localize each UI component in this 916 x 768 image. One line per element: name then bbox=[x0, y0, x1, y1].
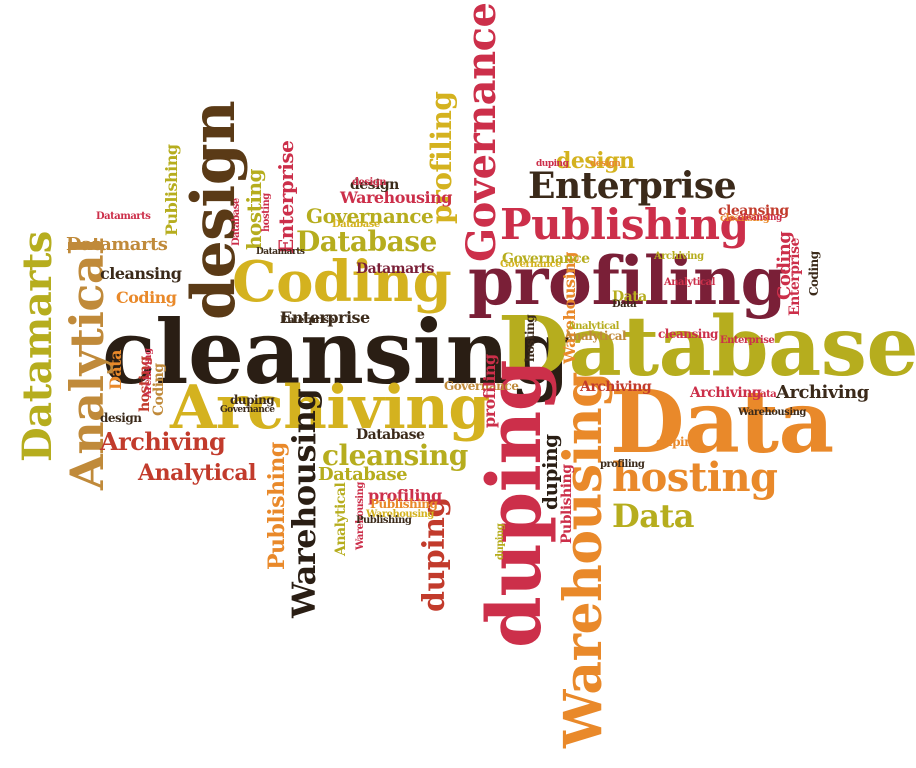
cloud-word: Data bbox=[612, 289, 647, 305]
cloud-word: Enterprise bbox=[274, 140, 298, 254]
cloud-word: Database bbox=[231, 198, 242, 246]
cloud-word: Data bbox=[752, 389, 777, 400]
cloud-word: hosting bbox=[612, 454, 778, 501]
cloud-word: profiling bbox=[468, 242, 787, 320]
cloud-word: duping bbox=[538, 434, 562, 510]
cloud-word: Data bbox=[612, 299, 637, 310]
cloud-word: cleansing bbox=[100, 264, 182, 283]
cloud-word: cleansing bbox=[720, 213, 770, 224]
cloud-word: profiling bbox=[368, 486, 442, 505]
cloud-word: cleansing bbox=[102, 300, 570, 404]
cloud-word: Coding bbox=[116, 288, 177, 307]
cloud-word: Database bbox=[356, 427, 425, 443]
cloud-word: Coding bbox=[807, 251, 821, 296]
cloud-word: design bbox=[100, 411, 142, 425]
cloud-word: cleansing bbox=[738, 213, 782, 223]
cloud-word: Publishing bbox=[559, 464, 575, 544]
cloud-word: Enterprise bbox=[528, 165, 737, 207]
cloud-word: profiling bbox=[480, 354, 499, 428]
cloud-word: Datamarts bbox=[14, 231, 61, 462]
cloud-word: Archiving bbox=[143, 348, 154, 398]
cloud-word: Warehousing bbox=[366, 509, 434, 520]
cloud-word: Publishing bbox=[370, 497, 438, 511]
cloud-word: Warehousing bbox=[560, 252, 579, 364]
cloud-word: Archiving bbox=[580, 379, 652, 395]
cloud-word: Data bbox=[612, 497, 695, 535]
cloud-word: Datamarts bbox=[256, 247, 305, 257]
cloud-word: Data bbox=[610, 372, 834, 473]
cloud-word: Analytical bbox=[568, 321, 619, 332]
cloud-word: Database bbox=[296, 225, 437, 258]
cloud-word: Archiving bbox=[100, 427, 226, 456]
cloud-word: Enterprise bbox=[720, 335, 775, 346]
cloud-word: Publishing bbox=[500, 200, 749, 249]
cloud-word: Publishing bbox=[356, 515, 412, 526]
cloud-word: Datamarts bbox=[66, 234, 168, 255]
cloud-word: design bbox=[350, 177, 399, 193]
cloud-word: Warehousing bbox=[285, 388, 323, 618]
cloud-word: hosting bbox=[523, 314, 537, 362]
cloud-word: Database bbox=[498, 299, 916, 395]
cloud-word: duping bbox=[495, 523, 506, 560]
cloud-word: Governance bbox=[306, 204, 434, 228]
cloud-word: Governance bbox=[458, 2, 505, 263]
cloud-word: design bbox=[352, 177, 387, 188]
cloud-word: design bbox=[556, 148, 635, 174]
cloud-word: Archiving bbox=[654, 251, 704, 262]
cloud-word: duping bbox=[656, 435, 701, 449]
cloud-word: profiling bbox=[600, 459, 645, 470]
cloud-word: Archiving bbox=[776, 382, 869, 403]
cloud-word: Analytical bbox=[138, 460, 257, 486]
cloud-word: Governance bbox=[444, 379, 519, 393]
cloud-word: Warehousing bbox=[553, 371, 614, 748]
cloud-word: Governance bbox=[220, 405, 275, 415]
cloud-word: design bbox=[590, 159, 621, 169]
cloud-word: Governance bbox=[500, 259, 562, 270]
cloud-word: cleansing bbox=[658, 327, 718, 341]
cloud-word: Data bbox=[106, 350, 125, 390]
cloud-word: Database bbox=[318, 464, 408, 485]
cloud-word: Archiving bbox=[690, 385, 762, 401]
cloud-word: Analytical bbox=[564, 329, 627, 343]
cloud-word: Analytical bbox=[333, 482, 349, 556]
cloud-word: Datamarts bbox=[96, 211, 151, 222]
cloud-word: cleansing bbox=[718, 203, 789, 219]
cloud-word: Datamarts bbox=[356, 261, 434, 277]
cloud-word: Enterprise bbox=[280, 308, 370, 327]
cloud-word: Enterprise bbox=[280, 315, 335, 326]
cloud-word: Archiving bbox=[170, 373, 490, 443]
cloud-word: Analytical bbox=[664, 277, 715, 288]
cloud-word: cleansing bbox=[322, 439, 468, 472]
cloud-word: Warehousing bbox=[738, 407, 806, 418]
cloud-word: Enterprise bbox=[787, 238, 803, 316]
cloud-word: Database bbox=[332, 219, 380, 230]
cloud-word: duping bbox=[230, 393, 275, 407]
cloud-word: Publishing bbox=[162, 144, 181, 236]
cloud-word: Warehousing bbox=[340, 188, 452, 207]
cloud-word: Publishing bbox=[264, 442, 290, 570]
cloud-word: Governance bbox=[502, 251, 590, 267]
cloud-word: hosting bbox=[261, 193, 272, 232]
cloud-word: duping bbox=[536, 159, 569, 169]
cloud-word: Coding bbox=[151, 363, 167, 416]
cloud-word: Coding bbox=[232, 249, 452, 315]
